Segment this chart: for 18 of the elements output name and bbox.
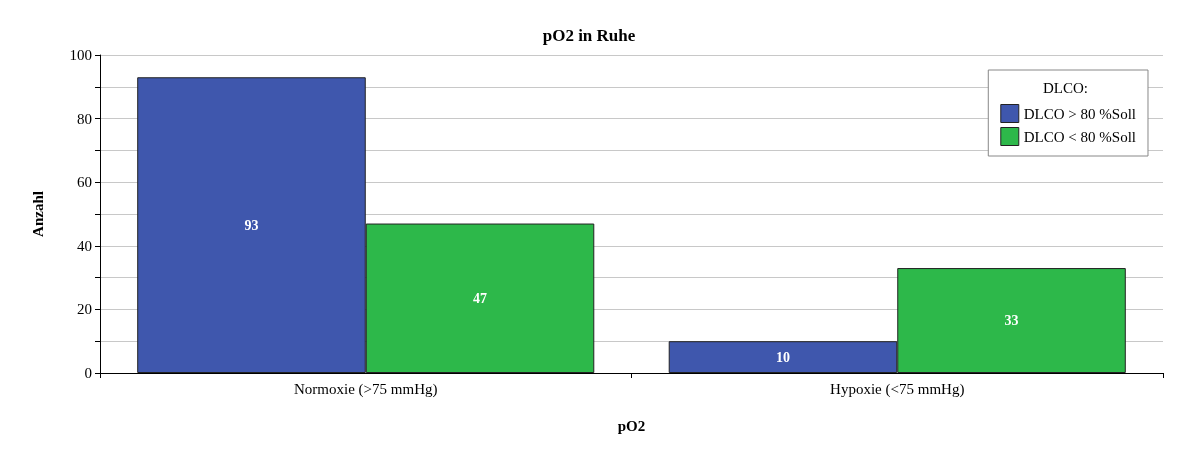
y-tick-label: 80 (77, 110, 92, 127)
y-axis-title: Anzahl (29, 191, 46, 237)
y-tick-label: 40 (77, 237, 92, 254)
legend-label: DLCO < 80 %Soll (1023, 128, 1136, 145)
chart-title: pO2 in Ruhe (542, 26, 636, 45)
y-tick-label: 60 (77, 174, 92, 191)
y-tick-label: 100 (69, 47, 92, 63)
data-label: 47 (473, 290, 488, 306)
legend-title: DLCO: (1043, 79, 1088, 96)
x-axis-title: pO2 (617, 417, 646, 434)
y-tick-label: 0 (84, 365, 92, 381)
data-label: 33 (1004, 313, 1019, 329)
x-tick-label: Hypoxie (<75 mmHg) (830, 380, 965, 398)
x-tick-label: Normoxie (>75 mmHg) (294, 380, 438, 398)
y-tick-label: 20 (77, 301, 92, 318)
data-label: 10 (775, 349, 790, 365)
legend-label: DLCO > 80 %Soll (1023, 105, 1136, 122)
data-label: 93 (244, 217, 259, 233)
